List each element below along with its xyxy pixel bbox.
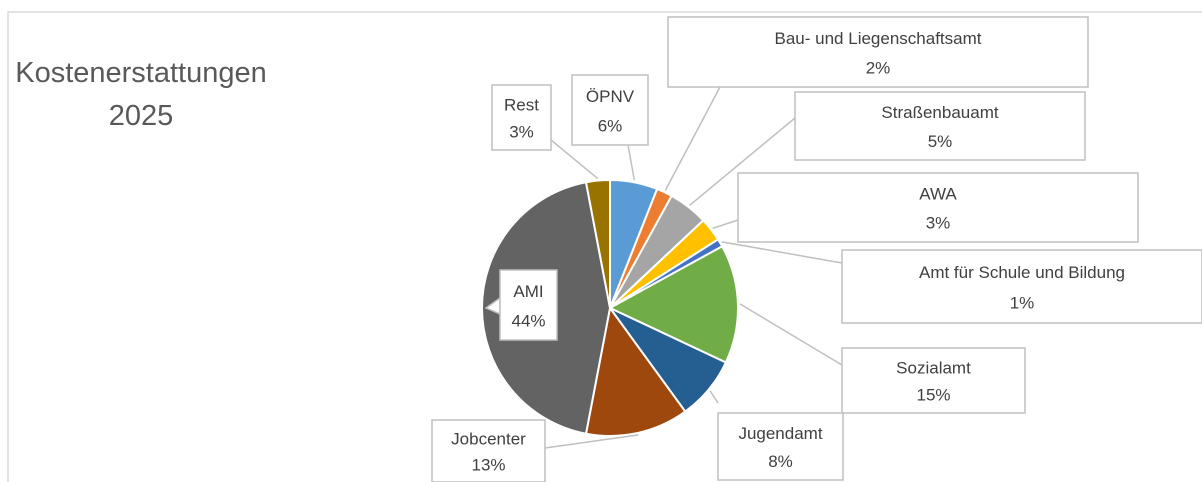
pie-slice: [584, 305, 687, 437]
value-label: 2%: [866, 58, 891, 77]
chart-title: Kostenerstattungen 2025: [15, 57, 267, 132]
value-label: 15%: [916, 386, 950, 405]
category-label: Rest: [504, 95, 539, 114]
leader-line: [739, 303, 843, 366]
value-label: 44%: [511, 311, 545, 330]
value-label: 5%: [928, 132, 953, 151]
label-box: [491, 84, 552, 151]
leader-line: [721, 241, 843, 264]
value-label: 13%: [471, 455, 505, 474]
leader-line: [712, 219, 739, 230]
value-label: 3%: [509, 123, 534, 142]
category-label: AWA: [919, 185, 957, 204]
label-box: [717, 412, 844, 481]
label-box: [667, 16, 1089, 88]
label-box: [841, 347, 1026, 414]
leader-line: [550, 139, 599, 180]
category-label: ÖPNV: [586, 87, 635, 106]
label-box: [841, 249, 1202, 324]
category-label: Straßenbauamt: [881, 103, 998, 122]
value-label: 8%: [768, 452, 793, 471]
value-label: 6%: [598, 116, 623, 135]
category-label: Amt für Schule und Bildung: [919, 263, 1125, 282]
leader-line: [544, 434, 639, 449]
category-label: AMI: [513, 282, 543, 301]
leader-line: [709, 390, 719, 404]
leader-line: [664, 86, 721, 191]
category-label: Jobcenter: [451, 429, 526, 448]
value-label: 1%: [1010, 294, 1035, 313]
category-label: Sozialamt: [896, 358, 971, 377]
category-label: Jugendamt: [738, 424, 822, 443]
value-label: 3%: [926, 214, 951, 233]
label-box: [431, 419, 546, 482]
label-box: [571, 74, 649, 146]
pie-slice: [607, 244, 739, 364]
pie-slice: [584, 178, 611, 309]
leader-line: [627, 144, 636, 181]
chart-border: [7, 11, 1202, 482]
label-box: [737, 172, 1139, 243]
category-label: Bau- und Liegenschaftsamt: [775, 29, 982, 48]
label-box: [499, 269, 558, 341]
label-box: [794, 91, 1086, 161]
leader-line: [689, 117, 796, 206]
